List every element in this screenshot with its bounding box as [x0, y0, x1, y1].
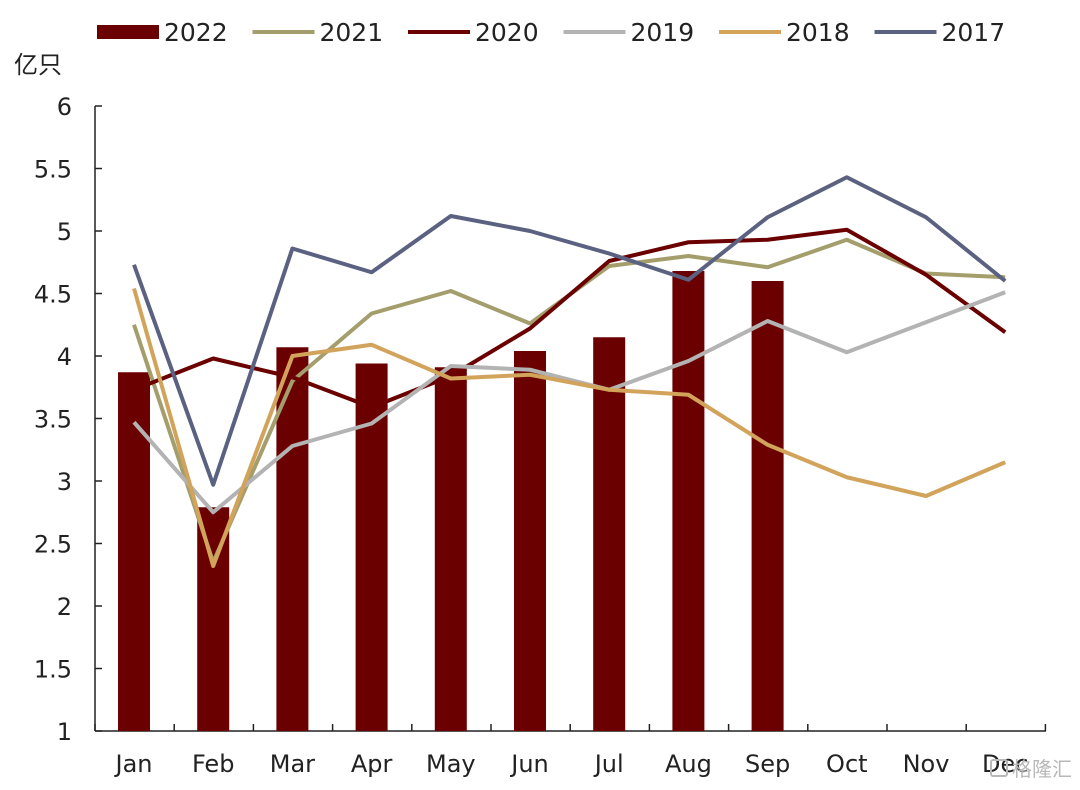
y-axis: 1 1.5 2 2.5 3 3.5 4 4.5 5 5.5 6 — [34, 93, 102, 746]
x-axis: Jan Feb Mar Apr May Jun Jul Aug Sep Oct Nov Dec — [94, 724, 1047, 778]
y-tick-label: 3.5 — [34, 406, 72, 434]
bar-2022-jan — [118, 372, 150, 731]
x-tick-label: Jul — [593, 750, 624, 778]
line-series-2020 — [133, 227, 1007, 410]
legend-swatch-2022 — [97, 25, 159, 39]
y-axis-unit-label: 亿只 — [14, 51, 62, 79]
y-tick-label: 5 — [57, 218, 72, 246]
y-tick-label: 4 — [57, 343, 72, 371]
line-series-2017 — [132, 175, 1007, 487]
line-series-2019 — [132, 290, 1006, 515]
legend-label-2019: 2019 — [631, 18, 695, 47]
legend-label-2018: 2018 — [786, 18, 850, 47]
y-tick-label: 5.5 — [34, 156, 72, 184]
y-tick-label: 2.5 — [34, 531, 72, 559]
y-tick-label: 1.5 — [34, 656, 72, 684]
legend: 2022 2021 2020 2019 2018 2017 — [97, 18, 1005, 47]
y-tick-label: 3 — [57, 468, 72, 496]
legend-label-2017: 2017 — [942, 18, 1006, 47]
watermark-logo-icon — [990, 759, 1008, 777]
bar-2022-jul — [593, 337, 626, 731]
x-tick-label: Dec — [982, 750, 1028, 778]
x-tick-label: Oct — [826, 750, 868, 778]
x-tick-label: Feb — [192, 750, 235, 778]
bar-2022-apr — [355, 363, 388, 731]
bar-2022-jun — [514, 351, 546, 731]
x-tick-label: Mar — [270, 750, 315, 778]
x-tick-label: Sep — [745, 750, 790, 778]
bar-2022-aug — [672, 271, 705, 731]
y-tick-label: 1 — [57, 718, 72, 746]
y-tick-label: 6 — [57, 93, 72, 121]
line-series-2018 — [132, 287, 1006, 568]
bar-series-2022 — [118, 271, 784, 731]
bar-2022-sep — [751, 281, 784, 731]
legend-label-2020: 2020 — [475, 18, 539, 47]
watermark: 格隆汇 — [990, 757, 1072, 781]
x-tick-label: Aug — [665, 750, 712, 778]
x-tick-label: May — [426, 750, 476, 778]
x-tick-label: Nov — [903, 750, 950, 778]
y-tick-label: 2 — [57, 593, 72, 621]
y-tick-label: 4.5 — [34, 281, 72, 309]
x-tick-label: Apr — [351, 750, 393, 778]
legend-label-2021: 2021 — [320, 18, 384, 47]
x-tick-label: Jun — [509, 750, 549, 778]
x-tick-label: Jan — [114, 750, 153, 778]
bar-2022-feb — [197, 507, 230, 731]
line-series-group — [132, 175, 1007, 568]
legend-label-2022: 2022 — [164, 18, 228, 47]
bar-2022-may — [434, 367, 467, 731]
watermark-text: 格隆汇 — [1012, 757, 1072, 781]
bar-2022-mar — [276, 347, 309, 731]
line-series-2021 — [132, 237, 1006, 565]
